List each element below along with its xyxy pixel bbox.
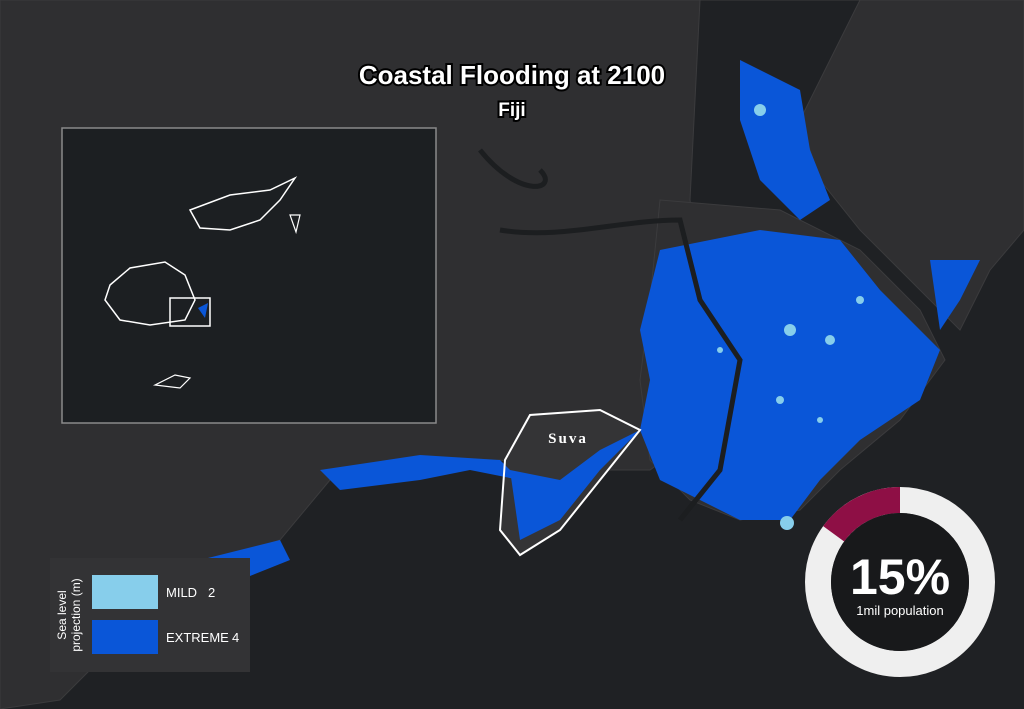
donut-arc: [823, 487, 901, 542]
river: [478, 148, 743, 522]
title: Coastal Flooding at 2100: [359, 60, 665, 90]
legend-value: 2: [208, 585, 215, 600]
city-outline: [498, 408, 642, 557]
stat-donut: 15% 1mil population: [805, 487, 995, 677]
legend-label: MILD: [166, 585, 197, 600]
legend-title: Sea level: [55, 590, 69, 639]
stat-label: 15%: [850, 549, 950, 605]
legend-swatch: [92, 575, 158, 609]
legend-value: 4: [232, 630, 239, 645]
subtitle: Fiji: [498, 100, 525, 121]
legend: Sea level projection (m) MILD 2 EXTREME …: [50, 558, 250, 672]
legend-label: EXTREME: [166, 630, 229, 645]
legend-title: projection (m): [69, 578, 83, 651]
city-label: Suva: [548, 431, 588, 447]
stat-caption: 1mil population: [856, 603, 943, 618]
inset-map: [61, 127, 437, 424]
flood-mild: [717, 104, 864, 530]
donut-center: [831, 513, 969, 651]
legend-swatch: [92, 620, 158, 654]
